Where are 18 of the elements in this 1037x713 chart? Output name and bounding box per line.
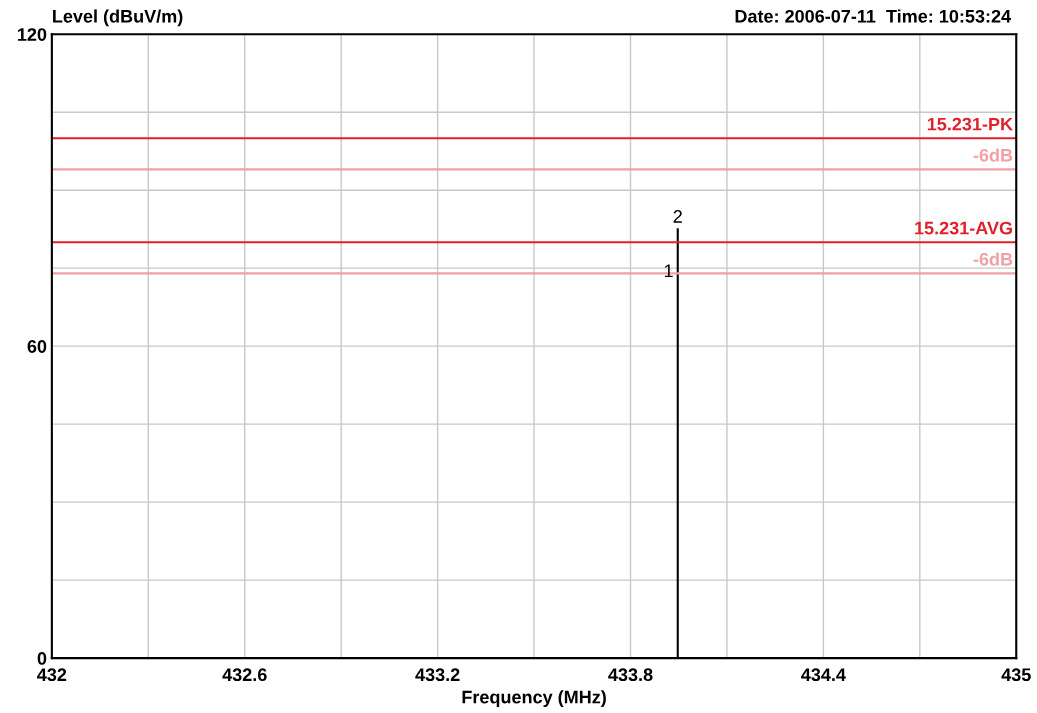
x-tick-label: 432: [37, 668, 67, 682]
x-tick-label: 435: [1001, 668, 1031, 682]
ref-line-label: 15.231-AVG: [915, 221, 1012, 235]
annotation: 2: [673, 210, 682, 223]
y-tick-label: 0: [37, 652, 47, 665]
x-axis-title: Frequency (MHz): [462, 690, 606, 708]
y-axis-title: Level (dBuV/m): [53, 9, 183, 27]
ref-line-label: -6dB: [973, 148, 1013, 162]
y-tick-label: 120: [18, 28, 47, 41]
x-tick-label: 433.8: [608, 668, 653, 682]
y-tick-label: 60: [27, 340, 47, 353]
text: Date: 2006-07-11 Time: 10:53:24: [735, 9, 1011, 23]
ref-line-label: -6dB: [973, 252, 1013, 266]
x-tick-label: 433.2: [415, 668, 460, 682]
annotation: 1: [664, 264, 673, 278]
ref-line-label: 15.231-PK: [927, 117, 1013, 131]
x-tick-label: 432.6: [222, 668, 267, 682]
x-tick-label: 434.4: [801, 668, 846, 682]
